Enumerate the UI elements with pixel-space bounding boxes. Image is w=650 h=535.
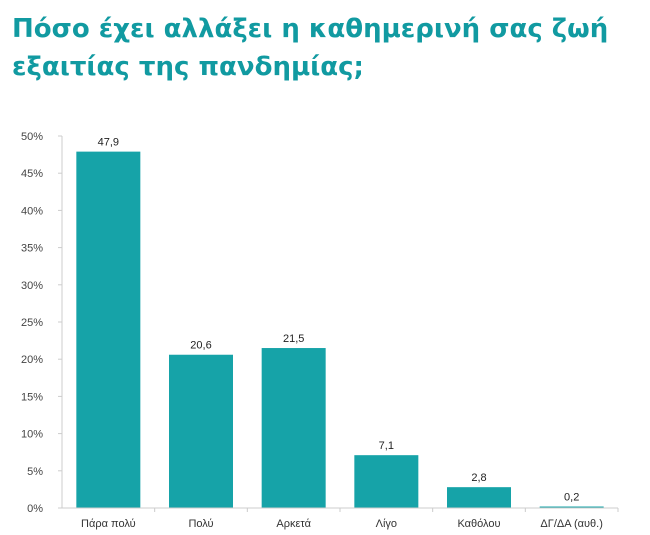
y-tick-label: 25% xyxy=(21,317,43,329)
y-tick-label: 30% xyxy=(21,280,43,292)
bar xyxy=(76,151,141,508)
y-tick-label: 35% xyxy=(21,243,43,255)
x-tick-label: ΔΓ/ΔΑ (αυθ.) xyxy=(540,518,602,530)
x-axis: Πάρα πολύ Πολύ Αρκετά Λίγο Καθόλου ΔΓ/ΔΑ (αυθ… xyxy=(62,507,619,530)
bar xyxy=(354,455,419,508)
bars: 47,9 20,6 21,5 7,1 2,8 0,2 xyxy=(76,137,604,508)
chart-title: Πόσο έχει αλλάξει η καθημερινή σας ζωή ε… xyxy=(12,14,609,82)
y-tick-label: 0% xyxy=(27,503,43,515)
y-tick-label: 10% xyxy=(21,429,43,441)
data-label: 7,1 xyxy=(379,440,394,452)
data-label: 0,2 xyxy=(564,492,579,504)
bar xyxy=(447,487,511,508)
x-tick-label: Πάρα πολύ xyxy=(81,518,136,530)
y-tick-label: 40% xyxy=(21,205,43,217)
y-tick-label: 50% xyxy=(21,131,43,143)
x-tick-label: Λίγο xyxy=(376,518,397,530)
y-tick-label: 20% xyxy=(21,354,43,366)
data-label: 21,5 xyxy=(283,333,304,345)
x-tick-label: Πολύ xyxy=(188,518,213,530)
y-axis: 0% 5% 10% 15% 20% 25% 30% 35% 40% 45% 50% xyxy=(21,131,63,515)
y-tick-label: 45% xyxy=(21,168,43,180)
y-tick-label: 15% xyxy=(21,391,43,403)
x-tick-label: Αρκετά xyxy=(276,518,311,530)
data-label: 20,6 xyxy=(190,340,211,352)
data-label: 47,9 xyxy=(98,137,119,149)
bar xyxy=(261,348,326,508)
data-label: 2,8 xyxy=(471,472,486,484)
bar xyxy=(169,354,233,508)
y-tick-label: 5% xyxy=(27,466,43,478)
bar xyxy=(539,506,604,508)
x-tick-label: Καθόλου xyxy=(457,518,500,530)
